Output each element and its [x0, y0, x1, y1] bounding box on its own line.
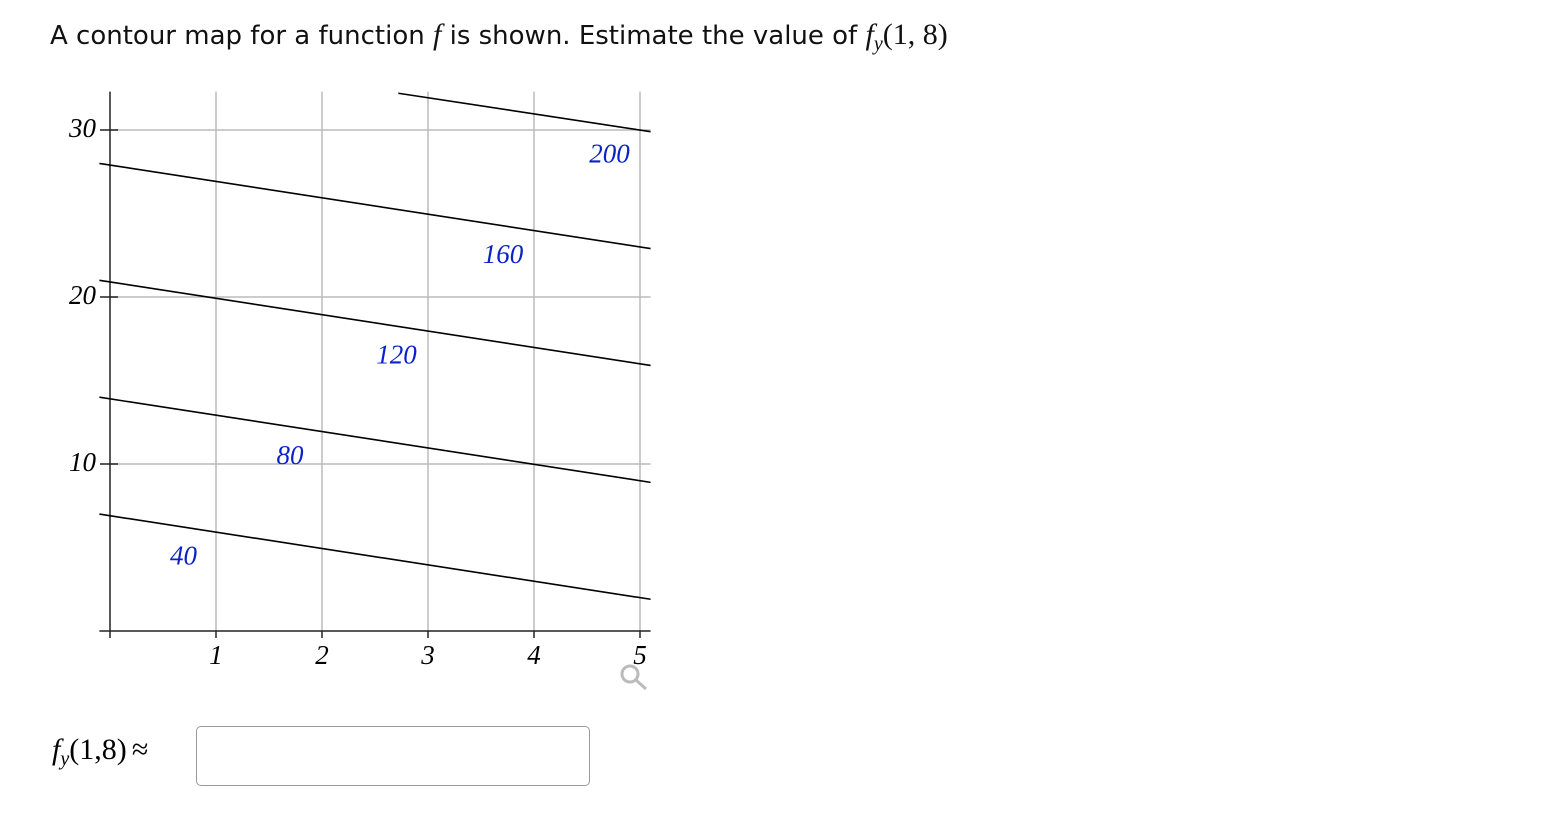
y-tick-label: 30 [68, 113, 97, 143]
math-var: f [52, 733, 61, 766]
contour-label: 120 [376, 339, 417, 369]
contour-label: 40 [170, 540, 198, 570]
math-args: (1, 8) [882, 18, 948, 51]
math-sub: y [60, 748, 70, 770]
contour-label: 200 [589, 139, 630, 169]
contour-plot: 1 2 3 4 5 10 20 30 40 80 120 160 200 [68, 91, 651, 691]
contour-line [398, 92, 651, 133]
math-sub: y [873, 33, 883, 55]
math-var: f [865, 18, 874, 51]
question-text: is shown. Estimate the value of [449, 21, 858, 51]
contour-line [99, 279, 651, 367]
math-args: (1,8) [69, 733, 127, 766]
contour-label: 160 [483, 239, 524, 269]
x-tick-label: 3 [420, 640, 435, 670]
contour-label: 80 [277, 440, 305, 470]
zoom-icon[interactable] [620, 664, 648, 691]
math-approx: ≈ [131, 733, 149, 766]
y-tick-label: 10 [69, 447, 97, 477]
y-tick-label: 20 [69, 280, 97, 310]
contour-line [99, 396, 651, 484]
x-tick-label: 1 [209, 640, 223, 670]
question: A contour map for a function f is shown.… [50, 18, 948, 55]
answer-input[interactable] [196, 726, 590, 786]
x-tick-label: 2 [315, 640, 329, 670]
x-tick-label: 4 [527, 640, 541, 670]
contour-line [99, 513, 651, 601]
answer-label: fy(1,8) ≈ [52, 733, 149, 770]
question-text: A contour map for a function [50, 21, 425, 51]
x-tick-label: 5 [633, 640, 647, 670]
math-var: f [432, 18, 442, 51]
contour-line [99, 162, 651, 250]
